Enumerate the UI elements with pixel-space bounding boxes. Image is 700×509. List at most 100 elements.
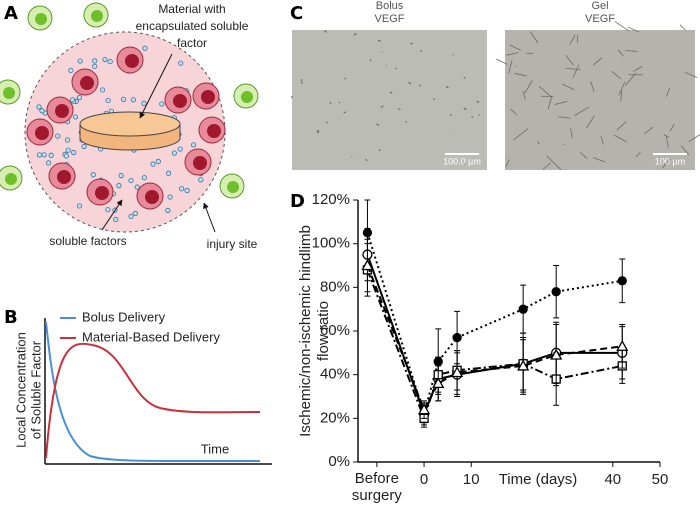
texture — [376, 123, 380, 126]
soluble-factor — [118, 173, 124, 179]
soluble-factor — [76, 95, 83, 101]
soluble-factor — [36, 104, 42, 110]
texture — [317, 131, 320, 134]
soluble-factor — [142, 45, 148, 51]
image-title: Gel — [591, 0, 608, 12]
soluble-factor — [81, 143, 87, 150]
soluble-factor — [77, 58, 83, 64]
cell-nucleus — [3, 87, 15, 99]
y-tick-label: 120% — [312, 191, 350, 208]
texture — [558, 116, 571, 119]
texture — [343, 111, 347, 114]
soluble-factor — [178, 60, 184, 66]
texture — [644, 126, 654, 135]
marker — [517, 359, 530, 371]
cell-nucleus — [193, 156, 207, 170]
soluble-factor — [55, 133, 61, 139]
soluble-factor — [90, 172, 96, 178]
x-tick-label: 50 — [652, 471, 669, 488]
marker — [450, 366, 464, 378]
texture — [614, 21, 630, 32]
texture — [546, 155, 562, 171]
soluble-factor — [120, 96, 127, 102]
texture — [509, 44, 521, 51]
soluble-factor — [113, 216, 119, 223]
soluble-factor — [72, 114, 79, 120]
x-axis-label: Time (days) — [499, 471, 578, 488]
texture — [530, 31, 539, 44]
marker — [432, 377, 445, 389]
texture — [536, 141, 540, 145]
series-line — [366, 269, 623, 422]
cell-nucleus — [173, 94, 187, 108]
y-axis-label: flow ratio — [315, 301, 332, 361]
soluble-factor — [165, 207, 171, 214]
cell-nucleus — [55, 104, 69, 118]
cell-nucleus — [5, 173, 17, 185]
soluble-factor — [69, 97, 76, 103]
image-title: Bolus — [376, 0, 404, 12]
marker — [617, 276, 627, 286]
scale-label: 100.0 µm — [443, 156, 481, 166]
callout-line: factor — [177, 36, 207, 50]
x-axis-label: Time — [201, 441, 229, 456]
cell-nucleus — [125, 54, 139, 68]
soluble-factor — [128, 213, 134, 220]
texture — [506, 52, 519, 56]
texture — [316, 129, 320, 133]
cell-nucleus — [35, 13, 47, 25]
texture — [618, 81, 626, 96]
soluble-factor — [92, 58, 98, 64]
image-title: VEGF — [375, 13, 405, 25]
marker — [518, 304, 528, 314]
texture — [620, 90, 623, 102]
texture — [576, 34, 579, 43]
callout-line: encapsulated soluble — [136, 19, 249, 33]
texture — [380, 105, 384, 108]
texture — [418, 84, 422, 87]
cell-nucleus — [201, 90, 215, 104]
texture — [611, 71, 622, 80]
texture — [627, 26, 640, 33]
texture — [512, 128, 529, 141]
panel-label: C — [290, 3, 303, 24]
soluble-factor — [159, 101, 165, 107]
texture — [542, 162, 551, 170]
texture — [300, 78, 303, 82]
texture — [625, 50, 638, 52]
texture — [408, 81, 412, 85]
texture — [505, 159, 510, 168]
texture — [538, 86, 553, 98]
texture — [325, 121, 329, 124]
texture — [410, 42, 414, 45]
panel-label: B — [4, 307, 18, 328]
material-curve — [45, 342, 261, 459]
texture — [632, 66, 643, 72]
marker — [550, 348, 563, 360]
series-line — [366, 232, 623, 418]
plot: 0% 20% 40% 60% 80% 100% 120% 0 10 40 50 Time (days)… — [297, 191, 668, 488]
cell-nucleus — [241, 91, 253, 103]
y-tick-label: 80% — [320, 278, 350, 295]
texture — [514, 72, 527, 77]
soluble-factor — [167, 194, 173, 200]
texture — [420, 49, 423, 52]
y-axis-label: Local Concentration — [13, 332, 28, 448]
texture — [445, 85, 449, 89]
soluble-factor — [165, 170, 172, 176]
callout-line: Material with — [158, 2, 225, 16]
texture — [395, 67, 398, 70]
soluble-factor — [105, 207, 111, 213]
soluble-factor — [46, 160, 52, 166]
soluble-factor — [132, 210, 138, 216]
texture — [463, 162, 466, 165]
texture — [369, 59, 372, 62]
soluble-factor — [130, 97, 136, 103]
soluble-factor — [116, 183, 122, 189]
cell-nucleus — [145, 190, 159, 204]
soluble-factor — [91, 63, 98, 69]
texture — [508, 60, 513, 74]
micrograph — [292, 30, 487, 170]
material-disc — [79, 111, 181, 151]
texture — [547, 97, 552, 110]
